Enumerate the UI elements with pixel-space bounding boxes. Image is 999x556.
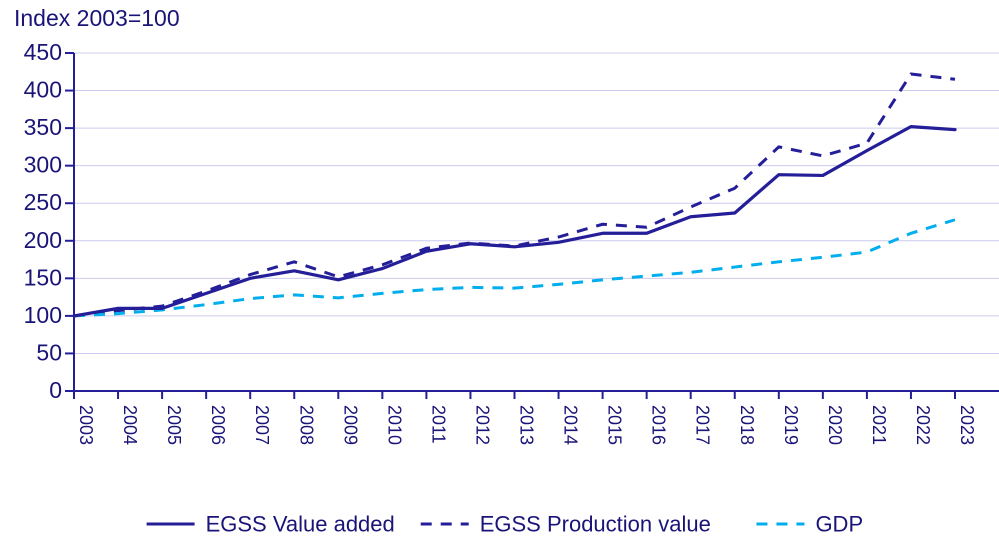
svg-text:EGSS Value added: EGSS Value added xyxy=(206,512,395,537)
svg-text:2008: 2008 xyxy=(296,405,316,445)
svg-text:GDP: GDP xyxy=(815,512,863,537)
svg-text:150: 150 xyxy=(24,264,62,290)
svg-text:400: 400 xyxy=(24,77,62,103)
svg-text:2019: 2019 xyxy=(781,405,801,445)
svg-text:350: 350 xyxy=(24,114,62,140)
svg-text:2014: 2014 xyxy=(561,405,581,445)
svg-text:2023: 2023 xyxy=(957,405,977,445)
svg-text:100: 100 xyxy=(24,302,62,328)
svg-text:2010: 2010 xyxy=(384,405,404,445)
svg-text:2012: 2012 xyxy=(472,405,492,445)
svg-text:200: 200 xyxy=(24,227,62,253)
svg-text:2004: 2004 xyxy=(120,405,140,445)
svg-text:2021: 2021 xyxy=(869,405,889,445)
svg-text:450: 450 xyxy=(24,39,62,65)
svg-text:EGSS Production value: EGSS Production value xyxy=(480,512,711,537)
svg-text:2020: 2020 xyxy=(825,405,845,445)
svg-text:300: 300 xyxy=(24,152,62,178)
svg-text:2003: 2003 xyxy=(76,405,96,445)
svg-text:2006: 2006 xyxy=(208,405,228,445)
svg-text:2007: 2007 xyxy=(252,405,272,445)
svg-text:2009: 2009 xyxy=(340,405,360,445)
svg-text:2016: 2016 xyxy=(649,405,669,445)
svg-text:0: 0 xyxy=(49,377,62,403)
svg-text:2015: 2015 xyxy=(605,405,625,445)
svg-text:50: 50 xyxy=(36,339,62,365)
svg-text:2018: 2018 xyxy=(737,405,757,445)
svg-text:Index 2003=100: Index 2003=100 xyxy=(14,5,180,31)
svg-text:2005: 2005 xyxy=(164,405,184,445)
svg-text:2013: 2013 xyxy=(517,405,537,445)
svg-text:2011: 2011 xyxy=(428,405,448,444)
svg-text:250: 250 xyxy=(24,189,62,215)
svg-text:2022: 2022 xyxy=(913,405,933,445)
svg-text:2017: 2017 xyxy=(693,405,713,445)
